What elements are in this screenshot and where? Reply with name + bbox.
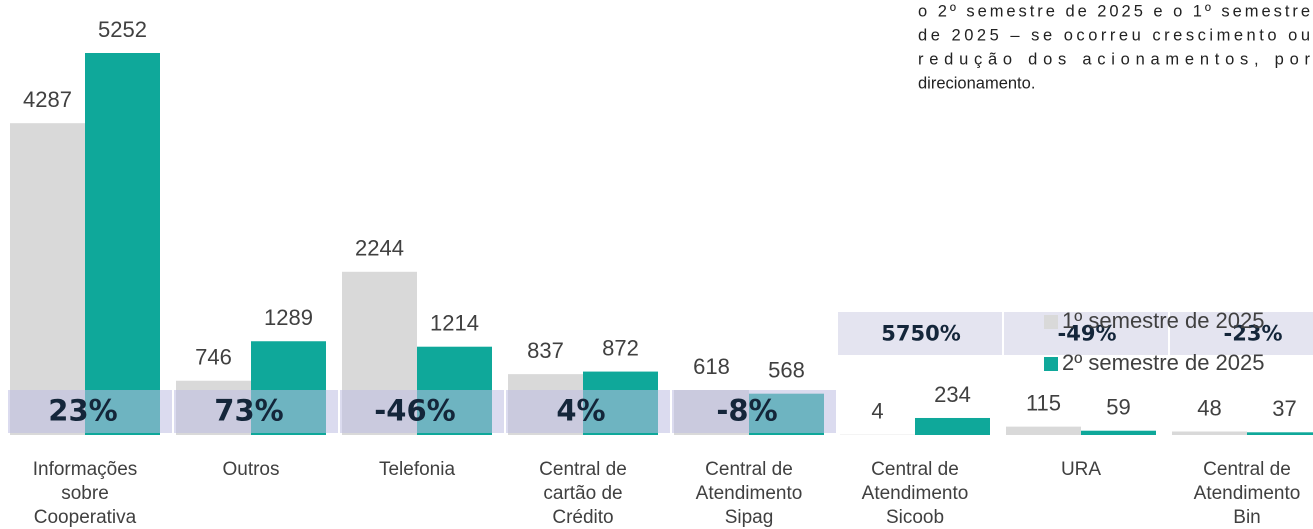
x-tick-label: Atendimento [696,483,803,504]
x-tick-label: Central de [871,459,959,480]
value-label: 2244 [355,236,404,261]
bar [1081,430,1156,435]
value-label: 5252 [98,17,147,42]
x-tick-label: cartão de [543,483,622,504]
value-label: 4 [871,399,883,424]
x-tick-label: Sicoob [886,507,944,528]
x-tick-label: Central de [705,459,793,480]
legend-label: 2º semestre de 2025 [1062,350,1265,375]
change-label: -23% [1224,322,1283,346]
bar [1006,426,1081,435]
x-tick-label: Central de [1203,459,1291,480]
change-label: -46% [374,394,455,428]
legend-swatch [1044,357,1058,371]
value-label: 37 [1272,396,1296,421]
value-label: 48 [1197,395,1221,420]
legend-swatch [1044,315,1058,329]
value-label: 872 [602,335,639,360]
x-tick-label: Crédito [552,507,613,528]
value-label: 115 [1026,390,1061,415]
change-box [1004,312,1168,355]
change-label: 73% [214,394,283,428]
bar [1172,431,1247,435]
note-text: o 2º semestre de 2025 e o 1º semestre [918,2,1310,20]
change-box [8,390,172,433]
x-tick-label: URA [1061,459,1101,480]
note-text: redução dos acionamentos, por [918,50,1311,68]
change-box [506,390,670,433]
value-label: 59 [1106,395,1130,420]
change-label: 4% [556,394,605,428]
change-label: 5750% [881,322,961,346]
change-box [1170,312,1313,355]
value-label: 568 [768,357,805,382]
x-tick-label: Informações [33,459,138,480]
note-text: direcionamento. [918,74,1035,92]
x-tick-label: sobre [61,483,109,504]
x-tick-label: Telefonia [379,459,455,480]
change-box [838,312,1002,355]
x-tick-label: Cooperativa [34,507,137,528]
value-label: 1289 [264,305,313,330]
x-tick-label: Central de [539,459,627,480]
value-label: 4287 [23,87,72,112]
change-label: -8% [716,394,777,428]
x-tick-label: Atendimento [862,483,969,504]
value-label: 234 [934,382,971,407]
value-label: 837 [527,338,564,363]
change-box [340,390,504,433]
change-box [672,390,836,433]
x-tick-label: Outros [222,459,279,480]
bar [1247,432,1313,435]
change-box [174,390,338,433]
x-tick-label: Atendimento [1194,483,1301,504]
bar [915,417,990,435]
x-tick-label: Sipag [725,507,774,528]
legend-label: 1º semestre de 2025 [1062,308,1265,333]
change-label: -49% [1058,322,1117,346]
note-text: de 2025 – se ocorreu crescimento ou [918,26,1310,44]
change-label: 23% [48,394,117,428]
x-tick-label: Bin [1233,507,1260,528]
value-label: 618 [693,354,730,379]
bar [85,53,160,436]
value-label: 1214 [430,311,479,336]
bar [10,123,85,435]
value-label: 746 [195,345,232,370]
